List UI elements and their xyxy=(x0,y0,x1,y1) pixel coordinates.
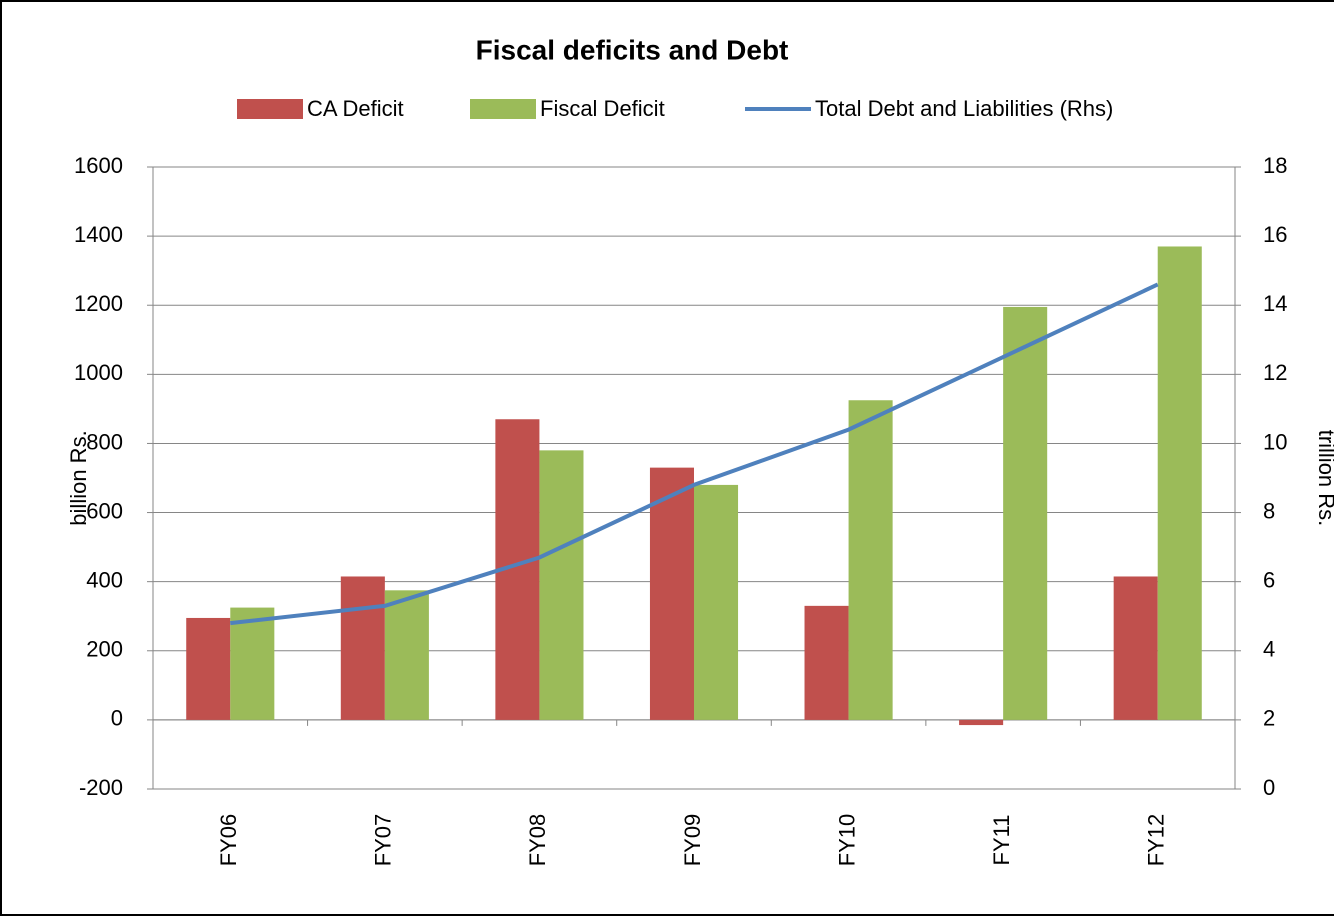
bar xyxy=(230,607,275,720)
x-tick-label: FY08 xyxy=(525,814,550,867)
legend-label: Total Debt and Liabilities (Rhs) xyxy=(815,96,1113,121)
y2-tick-label: 14 xyxy=(1263,291,1287,316)
y-tick-label: 400 xyxy=(86,567,123,592)
line xyxy=(230,282,1159,626)
y-tick-label: 0 xyxy=(111,706,123,731)
y-tick-label: 800 xyxy=(86,429,123,454)
y-tick-label: 1000 xyxy=(74,360,123,385)
bar xyxy=(1113,576,1158,720)
y-tick-label: -200 xyxy=(79,775,123,800)
legend-label: Fiscal Deficit xyxy=(540,96,665,121)
y-tick-label: 600 xyxy=(86,498,123,523)
legend-swatch xyxy=(470,99,536,119)
x-tick-label: FY10 xyxy=(834,814,859,867)
x-tick-label: FY07 xyxy=(371,814,396,867)
bar xyxy=(694,484,739,720)
bar xyxy=(1157,246,1202,720)
bar xyxy=(384,590,429,720)
bar xyxy=(340,576,385,720)
y2-tick-label: 10 xyxy=(1263,429,1287,454)
y2-tick-label: 16 xyxy=(1263,222,1287,247)
bar xyxy=(539,450,584,720)
y-tick-label: 1200 xyxy=(74,291,123,316)
legend-swatch xyxy=(237,99,303,119)
x-tick-label: FY06 xyxy=(216,814,241,867)
y2-axis-label: trillion Rs. xyxy=(1314,430,1334,527)
x-tick-label: FY12 xyxy=(1144,814,1169,867)
bar xyxy=(804,605,849,720)
y2-tick-label: 8 xyxy=(1263,498,1275,523)
y2-tick-label: 6 xyxy=(1263,567,1275,592)
y2-tick-label: 18 xyxy=(1263,153,1287,178)
y2-tick-label: 2 xyxy=(1263,706,1275,731)
y-axis-label: billion Rs. xyxy=(66,430,91,525)
bar xyxy=(1003,306,1048,720)
y-tick-label: 1600 xyxy=(74,153,123,178)
y-tick-label: 200 xyxy=(86,637,123,662)
chart-title: Fiscal deficits and Debt xyxy=(476,34,789,65)
y2-tick-label: 4 xyxy=(1263,637,1275,662)
y2-tick-label: 12 xyxy=(1263,360,1287,385)
x-tick-label: FY11 xyxy=(989,815,1014,866)
y-tick-label: 1400 xyxy=(74,222,123,247)
legend-label: CA Deficit xyxy=(307,96,404,121)
bar xyxy=(649,467,694,720)
bar xyxy=(186,617,231,720)
y2-tick-label: 0 xyxy=(1263,775,1275,800)
bar xyxy=(959,719,1004,726)
bar xyxy=(848,400,893,720)
x-tick-label: FY09 xyxy=(680,814,705,867)
